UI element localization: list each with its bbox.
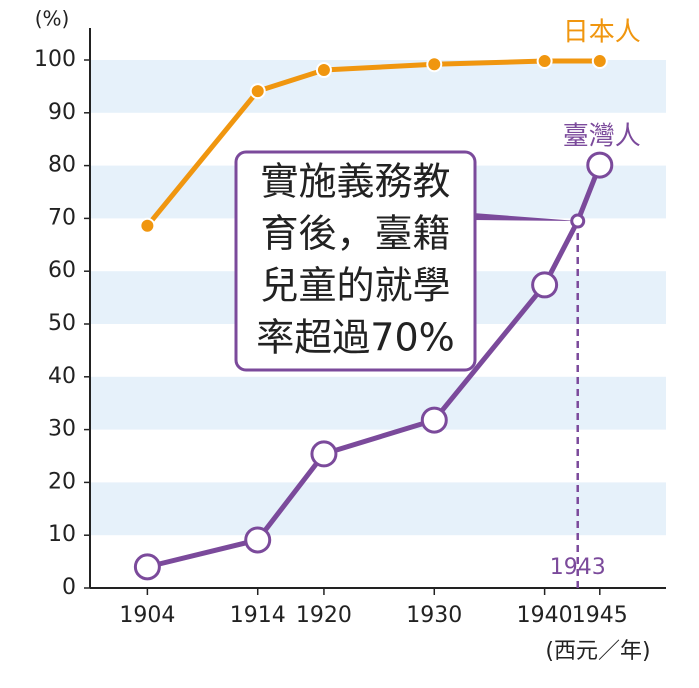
x-tick-label: 1940	[517, 603, 573, 628]
annotation-text: 兒童的就學	[260, 264, 450, 308]
annotation-pointer	[473, 213, 578, 222]
x-tick-label: 1920	[296, 603, 352, 628]
x-tick-label: 1914	[230, 603, 286, 628]
annotation-text: 育後，臺籍	[260, 212, 450, 256]
x-tick-label: 1904	[119, 603, 175, 628]
grid-band	[90, 482, 666, 536]
data-point	[531, 271, 559, 299]
y-tick-label: 0	[62, 575, 76, 600]
y-tick-label: 50	[48, 311, 76, 336]
series-line	[145, 58, 600, 228]
data-point	[420, 406, 448, 434]
y-tick-label: 90	[48, 100, 76, 125]
legend-label: 臺灣人	[563, 122, 641, 152]
legend-label: 日本人	[563, 18, 641, 48]
x-tick-label: 1945	[572, 603, 628, 628]
annotation-box	[234, 150, 477, 372]
y-tick-label: 80	[48, 153, 76, 178]
x-axis-label: (西元／年)	[545, 639, 650, 664]
annotation-text: 率超過70%	[256, 316, 454, 360]
data-point	[536, 53, 553, 70]
data-point	[591, 53, 608, 70]
data-point	[249, 83, 266, 100]
data-point	[310, 440, 338, 468]
data-point	[244, 526, 272, 554]
y-tick-label: 20	[48, 469, 76, 494]
data-point	[586, 151, 614, 179]
data-point	[426, 56, 443, 73]
highlight-label: 1943	[550, 555, 606, 580]
data-point	[570, 213, 586, 229]
y-tick-label: 70	[48, 205, 76, 230]
y-tick-label: 40	[48, 364, 76, 389]
x-tick-label: 1930	[406, 603, 462, 628]
grid-band	[90, 376, 666, 430]
y-axis-label: (%)	[35, 7, 70, 31]
y-tick-label: 30	[48, 417, 76, 442]
data-point	[315, 62, 332, 79]
y-tick-label: 100	[34, 47, 76, 72]
data-point	[139, 217, 156, 234]
y-tick-label: 10	[48, 522, 76, 547]
y-tick-label: 60	[48, 258, 76, 283]
annotation-text: 實施義務教	[260, 160, 450, 204]
data-point	[133, 553, 161, 581]
